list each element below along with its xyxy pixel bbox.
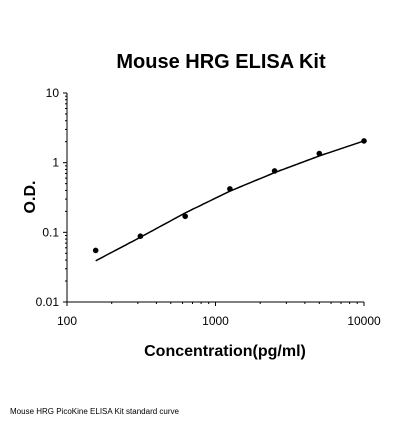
data-point [182,213,188,220]
data-point [92,247,99,254]
y-tick-label: 10 [46,86,60,100]
data-point [361,138,367,144]
caption: Mouse HRG PicoKine ELISA Kit standard cu… [10,407,179,416]
x-tick-label: 1000 [202,314,229,328]
data-point [137,233,144,240]
data-point [316,150,323,157]
y-tick-label: 1 [52,156,59,170]
data-point [227,186,233,192]
y-tick-label: 0.1 [42,225,59,239]
x-tick-label: 100 [57,314,77,328]
fit-curve [95,140,365,262]
x-tick-label: 10000 [347,314,381,328]
y-tick-label: 0.01 [36,295,60,309]
chart-title: Mouse HRG ELISA Kit [116,51,326,73]
y-axis-label: O.D. [22,181,39,214]
x-axis-label: Concentration(pg/ml) [144,343,306,360]
data-point [271,168,278,174]
